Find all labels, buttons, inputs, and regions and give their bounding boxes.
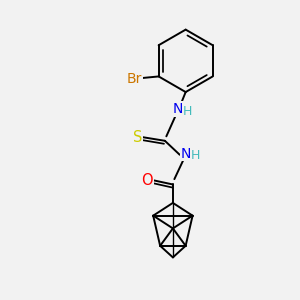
Text: S: S [133, 130, 142, 145]
Text: O: O [141, 172, 152, 188]
Text: H: H [183, 105, 192, 118]
Text: Br: Br [127, 72, 142, 86]
Text: N: N [181, 147, 191, 160]
Text: H: H [191, 149, 200, 162]
Text: N: N [172, 102, 183, 116]
